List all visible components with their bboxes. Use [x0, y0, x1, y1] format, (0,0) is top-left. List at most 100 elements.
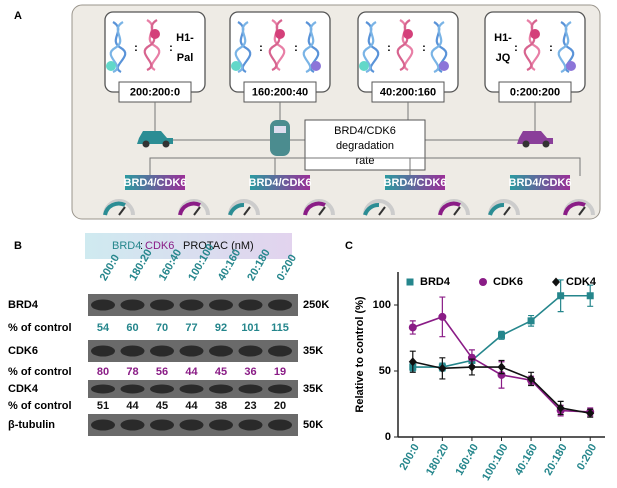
- header-text: CDK6: [145, 240, 174, 252]
- needle: [378, 206, 386, 216]
- panel-label: C: [345, 240, 353, 252]
- colon: :: [387, 42, 391, 54]
- blot-band: [268, 419, 292, 431]
- x-tick-label: 0:200: [575, 442, 599, 472]
- center-label: BRD4/CDK6: [334, 125, 396, 137]
- colon: :: [134, 42, 138, 54]
- y-axis-label: Relative to control (%): [354, 296, 366, 412]
- helix-strand: [302, 21, 317, 74]
- blot-band: [268, 299, 292, 311]
- percent-value: 78: [126, 366, 138, 378]
- colon: :: [259, 42, 263, 54]
- legend-label: CDK4: [566, 276, 597, 288]
- blot-band: [179, 345, 204, 357]
- helix-strand: [234, 21, 249, 74]
- blot-band: [268, 345, 292, 357]
- ligand-ball: [275, 29, 285, 39]
- row-label: % of control: [8, 366, 72, 378]
- legend-label: BRD4: [420, 276, 451, 288]
- percent-value: 44: [185, 400, 198, 412]
- percent-value: 101: [241, 322, 259, 334]
- legend-marker: [406, 278, 414, 286]
- marker: [438, 312, 447, 321]
- size-label: 35K: [303, 345, 323, 357]
- marker: [586, 408, 595, 418]
- gauge: [563, 201, 586, 216]
- blot-band: [238, 299, 263, 311]
- blot-band: [150, 345, 174, 357]
- panel-label: B: [14, 240, 22, 252]
- blot-band: [91, 419, 115, 431]
- helix-strand: [557, 21, 572, 74]
- y-tick-label: 0: [385, 431, 391, 443]
- percent-value: 36: [244, 366, 256, 378]
- row-label: % of control: [8, 322, 72, 334]
- wheel: [542, 140, 550, 148]
- blot-band: [120, 299, 145, 311]
- badge: [125, 175, 185, 190]
- helix-strand: [362, 21, 377, 74]
- badge-label: BRD4/CDK6: [384, 177, 447, 189]
- percent-value: 20: [274, 400, 286, 412]
- ligand-ball: [403, 29, 413, 39]
- x-tick-label: 100:100: [480, 442, 511, 483]
- needle: [318, 206, 326, 216]
- ligand-ball: [566, 61, 576, 71]
- needle: [193, 206, 201, 216]
- y-tick-label: 50: [379, 365, 391, 377]
- header-text: BRD4: [112, 240, 141, 252]
- gauge: [178, 201, 201, 216]
- blot-band: [150, 384, 174, 394]
- blot-band: [268, 384, 292, 394]
- car-top: [270, 120, 290, 156]
- blot-band: [91, 345, 115, 357]
- badge: [510, 175, 570, 190]
- ligand-ball: [311, 61, 321, 71]
- ratio-label: 200:200:0: [130, 86, 180, 98]
- marker: [527, 374, 536, 384]
- wheel: [142, 140, 150, 148]
- marker: [557, 292, 565, 300]
- gauge: [303, 201, 326, 216]
- blot-band: [238, 384, 263, 394]
- percent-value: 44: [185, 366, 198, 378]
- blot-band: [120, 419, 145, 431]
- wheel: [522, 140, 530, 148]
- blot-band: [150, 299, 174, 311]
- badge-label: BRD4/CDK6: [124, 177, 187, 189]
- needle: [503, 206, 511, 216]
- row-label: β-tubulin: [8, 419, 55, 431]
- percent-value: 23: [244, 400, 256, 412]
- needle: [453, 206, 461, 216]
- row-label: CDK6: [8, 345, 38, 357]
- x-tick-label: 200:0: [397, 442, 421, 472]
- ligand-ball: [150, 29, 160, 39]
- marker: [497, 362, 506, 372]
- legend-label: CDK6: [493, 276, 523, 288]
- ligand-ball: [231, 61, 241, 71]
- percent-value: 80: [97, 366, 109, 378]
- x-tick-label: 40:160: [513, 442, 541, 478]
- needle: [578, 206, 586, 216]
- header-text: :: [140, 240, 143, 252]
- percent-value: 45: [215, 366, 227, 378]
- blot-band: [179, 299, 204, 311]
- wheel: [162, 140, 170, 148]
- helix-strand: [430, 21, 445, 74]
- legend-marker: [479, 278, 487, 286]
- blot-band: [120, 384, 145, 394]
- size-label: 250K: [303, 299, 329, 311]
- blot-band: [150, 419, 174, 431]
- blot-band: [209, 419, 233, 431]
- ligand-label: H1-: [494, 32, 512, 44]
- center-label: degradation: [336, 140, 394, 152]
- x-tick-label: 160:40: [454, 442, 482, 478]
- marker: [498, 331, 505, 339]
- size-label: 50K: [303, 419, 323, 431]
- window: [274, 126, 286, 133]
- size-label: 35K: [303, 383, 323, 395]
- colon: :: [549, 42, 553, 54]
- ligand-label: JQ: [496, 52, 511, 64]
- badge-label: BRD4/CDK6: [509, 177, 572, 189]
